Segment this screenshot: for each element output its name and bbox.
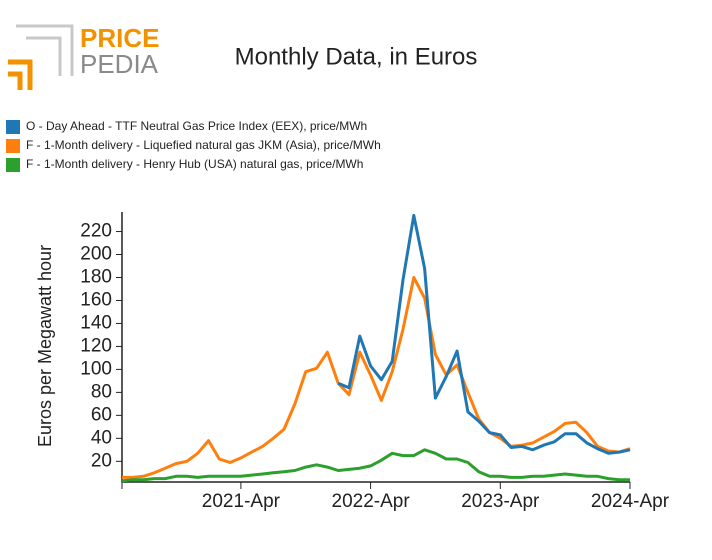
x-tick-label: 2021-Apr — [202, 491, 281, 512]
logo-text: PEDIA — [80, 49, 159, 79]
y-tick-label: 220 — [80, 221, 112, 242]
logo-text: PRICE — [80, 23, 159, 53]
x-tick-label: 2023-Apr — [461, 491, 540, 512]
y-tick-label: 80 — [91, 381, 112, 402]
legend-label: F - 1-Month delivery - Liquefied natural… — [26, 138, 381, 152]
logo-frame — [8, 71, 23, 90]
y-tick-label: 20 — [91, 450, 112, 471]
y-tick-label: 120 — [80, 335, 112, 356]
y-tick-label: 60 — [91, 404, 112, 425]
legend-swatch — [6, 120, 20, 134]
x-tick-label: 2024-Apr — [591, 491, 670, 512]
legend-swatch — [6, 158, 20, 172]
logo-frame — [26, 36, 62, 76]
legend-label: F - 1-Month delivery - Henry Hub (USA) n… — [26, 157, 363, 171]
series-line — [337, 213, 631, 455]
legend-label: O - Day Ahead - TTF Neutral Gas Price In… — [26, 119, 367, 133]
y-axis-label: Euros per Megawatt hour — [35, 245, 55, 447]
y-tick-label: 40 — [91, 427, 112, 448]
logo-frame — [8, 59, 33, 90]
series-line — [122, 276, 631, 479]
chart-title: Monthly Data, in Euros — [235, 43, 478, 70]
y-tick-label: 180 — [80, 267, 112, 288]
y-tick-label: 200 — [80, 244, 112, 265]
series-line — [121, 448, 630, 483]
legend-swatch — [6, 139, 20, 153]
y-tick-label: 100 — [80, 358, 112, 379]
y-tick-label: 140 — [80, 312, 112, 333]
logo: PRICE PEDIA — [8, 23, 159, 90]
x-tick-label: 2022-Apr — [332, 491, 411, 512]
y-tick-label: 160 — [80, 289, 112, 310]
logo-frame — [16, 24, 74, 76]
